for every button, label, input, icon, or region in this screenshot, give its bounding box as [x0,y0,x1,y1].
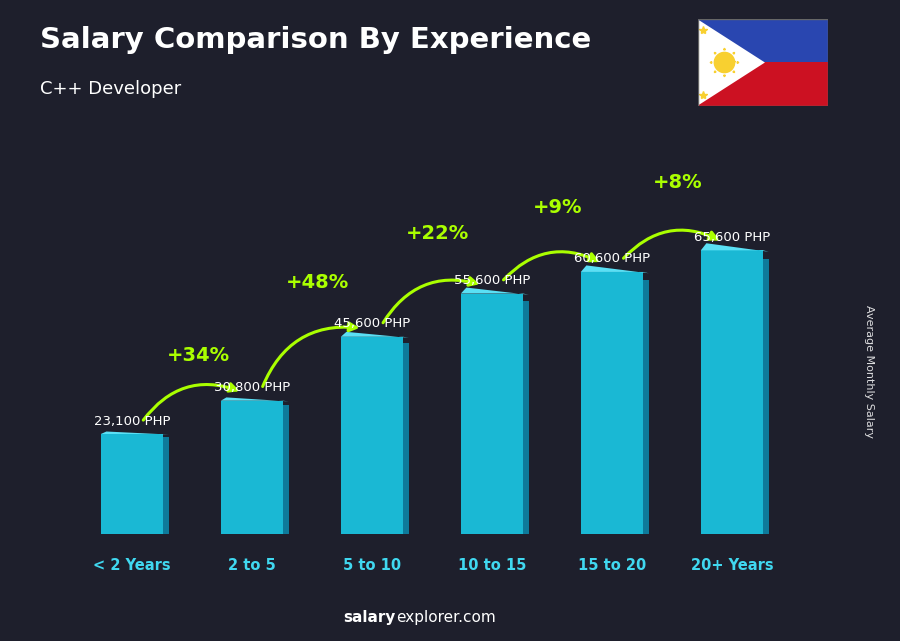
Text: +34%: +34% [166,346,230,365]
FancyArrowPatch shape [263,323,356,387]
Text: 5 to 10: 5 to 10 [343,558,401,572]
Text: +48%: +48% [286,273,349,292]
Bar [461,294,523,534]
Text: +8%: +8% [653,173,703,192]
Text: 45,600 PHP: 45,600 PHP [334,317,410,330]
Text: +22%: +22% [407,224,470,242]
FancyArrowPatch shape [143,384,237,420]
Text: 65,600 PHP: 65,600 PHP [694,231,770,244]
Text: explorer.com: explorer.com [396,610,496,625]
FancyArrowPatch shape [383,278,476,322]
Text: C++ Developer: C++ Developer [40,80,182,98]
Text: salary: salary [344,610,396,625]
Text: 60,600 PHP: 60,600 PHP [574,253,650,265]
Bar [284,404,289,534]
Text: Salary Comparison By Experience: Salary Comparison By Experience [40,26,592,54]
Bar [163,437,169,534]
Text: 10 to 15: 10 to 15 [458,558,526,572]
Bar [580,272,644,534]
Polygon shape [341,332,409,338]
Polygon shape [461,288,529,295]
Polygon shape [698,19,765,106]
Text: 15 to 20: 15 to 20 [578,558,646,572]
Bar [644,280,649,534]
Text: +9%: +9% [533,197,582,217]
Bar [220,401,284,534]
Bar [701,251,763,534]
Bar [698,62,828,106]
FancyArrowPatch shape [503,252,597,280]
Text: < 2 Years: < 2 Years [94,558,171,572]
Polygon shape [220,397,289,401]
Polygon shape [580,265,649,273]
Bar [763,259,769,534]
Text: 2 to 5: 2 to 5 [228,558,276,572]
FancyArrowPatch shape [624,230,716,258]
Text: 20+ Years: 20+ Years [690,558,773,572]
Text: 55,600 PHP: 55,600 PHP [454,274,530,287]
Bar [101,434,163,534]
Bar [523,301,529,534]
Bar [403,343,409,534]
Circle shape [714,52,735,73]
Polygon shape [701,244,769,252]
Text: 30,800 PHP: 30,800 PHP [214,381,290,394]
Bar [341,337,403,534]
Text: 23,100 PHP: 23,100 PHP [94,415,170,428]
Bar [698,19,828,62]
Text: Average Monthly Salary: Average Monthly Salary [863,305,874,438]
Polygon shape [101,431,169,435]
